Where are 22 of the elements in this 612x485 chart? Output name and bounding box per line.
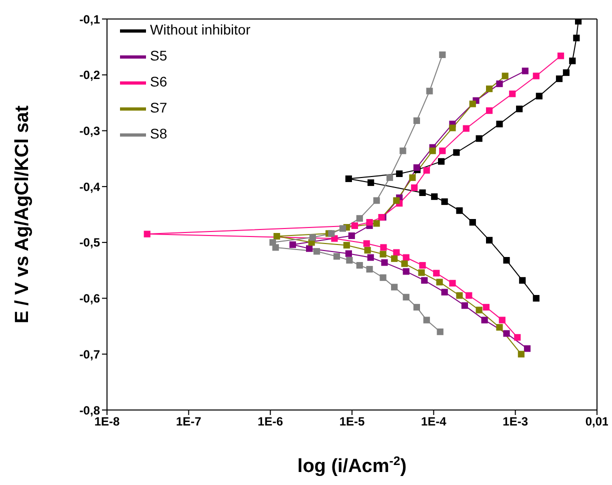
y-tick-label: -0,5	[79, 236, 100, 250]
x-tick-label: 0,01	[585, 414, 609, 429]
y-tick-label: -0,3	[79, 124, 100, 138]
y-tick-label: -0,1	[79, 12, 100, 26]
x-tick-label: 1E-5	[339, 414, 365, 429]
legend-label: S6	[150, 74, 168, 90]
y-tick-label: -0,6	[79, 292, 100, 306]
x-tick-label: 1E-6	[258, 414, 284, 429]
legend-label: S7	[150, 100, 168, 116]
x-axis-title: log (i/Acm$^{-2}$)	[297, 454, 407, 477]
legend-label: S8	[150, 126, 168, 142]
y-tick-label: -0,2	[79, 68, 100, 82]
x-tick-label: 1E-3	[502, 414, 528, 429]
x-tick-label: 1E-7	[176, 414, 202, 429]
y-tick-label: -0,7	[79, 347, 100, 362]
legend-label: Without inhibitor	[150, 22, 250, 38]
y-tick-label: -0,8	[79, 403, 100, 418]
y-axis-title: E / V vs Ag/AgCl/KCl sat	[12, 104, 33, 324]
y-tick-label: -0,4	[79, 180, 100, 194]
legend-label: S5	[150, 48, 168, 64]
x-tick-label: 1E-8	[94, 414, 120, 429]
x-tick-label: 1E-4	[420, 414, 447, 429]
